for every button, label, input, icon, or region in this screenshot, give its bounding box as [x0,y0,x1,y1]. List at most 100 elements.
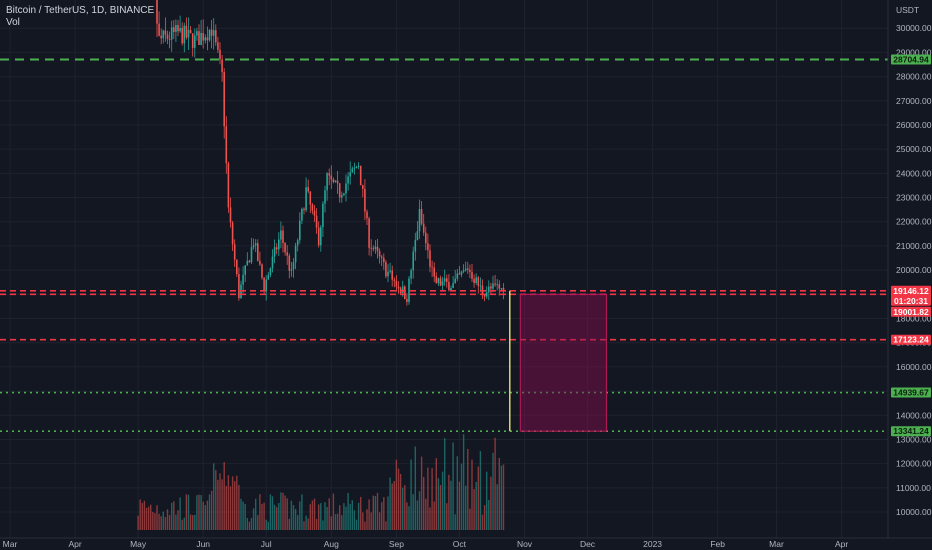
volume-bar [427,467,429,530]
volume-bar [297,515,299,530]
volume-bar [381,502,383,530]
candle-body [467,268,469,270]
projection-drawing[interactable] [509,290,607,432]
volume-bar [494,437,496,530]
volume-bar [479,451,482,530]
candle-body [292,262,295,270]
candle-body [185,25,188,38]
symbol-title[interactable]: Bitcoin / TetherUS, 1D, BINANCE [6,5,155,16]
candle-body [446,278,448,282]
volume-bar [498,458,500,530]
volume-bar [143,500,146,530]
volume-bar [276,507,278,530]
price-tick-label: 27000.00 [896,96,932,106]
time-tick-label: Jun [196,539,210,549]
price-tick-label: 21000.00 [896,241,932,251]
candle-body [433,267,435,277]
volume-bar [313,498,316,530]
horizontal-levels[interactable] [0,58,888,433]
volume-bar [269,494,272,530]
volume-label[interactable]: Vol [6,17,20,28]
volume-bar [486,471,488,530]
volume-bar [219,473,221,530]
volume-bar [456,456,458,530]
candle-body [250,247,253,263]
candle-body [355,166,358,168]
volume-bar [496,484,498,530]
volume-bar [158,513,160,530]
candle-body [317,227,320,246]
volume-bar [160,516,162,530]
volume-bar [441,471,444,530]
price-tick-label: 24000.00 [896,168,932,178]
price-tick-label: 13000.00 [896,434,932,444]
volume-bar [374,495,377,530]
candle-body [450,288,452,291]
candle-body [290,269,293,271]
price-axis[interactable] [888,0,932,538]
candle-body [248,260,251,263]
volume-bar [330,516,332,530]
projection-box[interactable] [519,293,607,432]
volume-bar [418,491,421,530]
time-tick-label: Aug [324,539,339,549]
candle-body [490,286,492,289]
volume-bar [406,502,408,530]
time-axis[interactable] [0,538,932,550]
candle-body [357,166,360,167]
volume-bar [303,521,305,530]
volume-bar [446,503,448,530]
volume-bar [284,495,286,530]
candle-body [326,173,328,191]
volume-bar [368,499,370,530]
candle-body [498,284,501,289]
candle-body [198,31,200,45]
candle-body [261,264,263,278]
candle-body [383,257,385,263]
candle-body [202,33,204,41]
volume-bar [416,500,419,530]
candle-body [452,282,454,289]
volume-bar [280,492,282,530]
volume-bar [139,499,141,530]
volume-bar [166,509,169,530]
candle-body [416,231,419,241]
candle-body [454,278,456,283]
volume-bar [156,505,158,530]
volume-bar [288,518,290,530]
candle-body [271,256,274,269]
volume-bar [282,492,284,530]
candle-body [378,251,381,257]
volume-bar [242,501,244,530]
volume-bar [332,493,335,530]
price-tick-label: 30000.00 [896,23,932,33]
candle-body [362,185,364,189]
volume-bar [425,498,427,530]
volume-bar [483,505,486,530]
volume-bar [462,434,465,530]
candle-body [215,30,217,43]
candle-body [170,27,173,40]
volume-bar [343,503,345,530]
candle-body [408,278,410,302]
volume-bar [202,501,204,530]
candle-body [275,247,278,250]
volume-bar [324,502,326,530]
candle-body [410,270,412,279]
volume-bar [164,517,167,530]
candle-body [204,37,207,41]
volume-bar [225,486,227,530]
candle-body [437,278,440,284]
volume-bar [412,494,414,530]
volume-bar [141,502,143,530]
volume-bar [168,515,171,530]
time-axis-ticks: Mar Apr May Jun Jul Aug Sep Oct Nov Dec 2023 Feb Mar… [3,539,849,549]
currency-label: USDT [896,5,919,15]
candle-body [305,187,307,211]
candle-body [217,42,219,50]
volume-bar [206,500,209,530]
candle-body [425,232,427,244]
volume-bar [150,504,152,530]
